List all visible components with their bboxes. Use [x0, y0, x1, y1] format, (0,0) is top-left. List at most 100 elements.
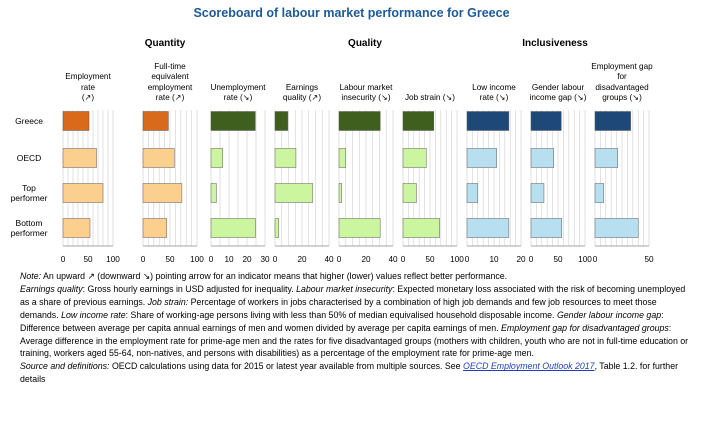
tick-label: 10 — [489, 255, 499, 264]
indicator-label-line: Employment — [65, 72, 111, 82]
bar-bottom-performer-panel-5 — [338, 218, 381, 238]
tick-label: 0 — [209, 255, 214, 264]
row-label-line: Bottom — [15, 218, 43, 228]
indicator-label-line: groups (↘) — [602, 93, 642, 103]
indicator-label-line: (↗) — [81, 93, 95, 103]
bar-top-performer-panel-2 — [142, 183, 183, 203]
indicator-label-line: rate (↗) — [155, 93, 185, 103]
tick-label: 100 — [106, 255, 120, 264]
indicator-label-line: rate (↘) — [479, 93, 509, 103]
indicator-label-1: Employment rate (↗) — [46, 72, 130, 104]
bar-greece-panel-6 — [402, 111, 435, 131]
bar-bottom-performer-panel-8 — [530, 218, 563, 238]
note-term: Source and definitions: — [20, 361, 110, 372]
row-label-line: performer — [10, 228, 48, 238]
group-label-inclusiveness: Inclusiveness — [522, 38, 588, 49]
note-text: Percentage of workers in jobs characteri… — [20, 296, 657, 320]
note-term: Labour market insecurity — [296, 283, 393, 294]
indicator-label-2: Full-time equivalent employment rate (↗) — [128, 62, 212, 104]
note-term: Employment gap for disadvantaged groups — [501, 322, 669, 333]
indicator-label-line: Job strain (↘) — [404, 93, 456, 103]
tick-label: 100 — [450, 255, 464, 264]
tick-label: 20 — [516, 255, 526, 264]
indicator-label-line: quality (↗) — [282, 93, 322, 103]
bar-oecd-panel-2 — [142, 148, 175, 168]
tick-label: 100 — [190, 255, 204, 264]
note-text: : Expected monetary loss associated with… — [20, 283, 686, 307]
note-text: : Average difference in the employment r… — [20, 322, 689, 359]
tick-label: 0 — [529, 255, 534, 264]
bar-bottom-performer-panel-7 — [466, 218, 510, 238]
tick-label: 0 — [465, 255, 470, 264]
bar-greece-panel-4 — [274, 111, 289, 131]
tick-label: 20 — [242, 255, 252, 264]
bar-greece-panel-9 — [594, 111, 631, 131]
note-term: Note: — [20, 271, 42, 281]
bar-bottom-performer-panel-2 — [142, 218, 168, 238]
bar-bottom-performer-panel-1 — [62, 218, 91, 238]
indicator-label-line: Full-time — [154, 61, 186, 71]
tick-label: 40 — [388, 255, 398, 264]
bar-oecd-panel-8 — [530, 148, 554, 168]
bar-top-performer-panel-1 — [62, 183, 104, 203]
note-text: , Table 1.2. for further details — [20, 361, 679, 385]
bar-oecd-panel-3 — [210, 148, 223, 168]
bar-top-performer-panel-7 — [466, 183, 479, 203]
note-term: Earnings quality — [20, 283, 83, 294]
tick-label: 0 — [401, 255, 406, 264]
note-term: Job strain: — [147, 296, 189, 307]
bar-bottom-performer-panel-4 — [274, 218, 280, 238]
row-label-bottom-performer: Bottom performer — [0, 218, 58, 238]
tick-label: 0 — [61, 255, 66, 264]
indicator-label-line: income gap (↘) — [529, 93, 587, 103]
note-text: : Gross hourly earnings in USD adjusted … — [82, 283, 297, 294]
tick-label: 40 — [324, 255, 334, 264]
chart-title: Scoreboard of labour market performance … — [193, 6, 510, 20]
tick-label: 30 — [260, 255, 270, 264]
note-text: An upward ↗ (downward ↘) pointing arrow … — [41, 271, 508, 281]
note-term: Low income rate — [61, 309, 126, 320]
bar-bottom-performer-panel-9 — [594, 218, 639, 238]
bar-top-performer-panel-6 — [402, 183, 417, 203]
indicator-label-line: disadvantaged — [595, 82, 649, 92]
bar-oecd-panel-5 — [338, 148, 346, 168]
bar-oecd-panel-9 — [594, 148, 618, 168]
indicator-label-4: Earnings quality (↗) — [260, 83, 344, 104]
row-label-line: OECD — [16, 153, 42, 163]
indicator-label-9: Employment gap for disadvantaged groups (↘) — [580, 62, 664, 104]
indicator-label-line: rate — [80, 82, 96, 92]
bar-oecd-panel-7 — [466, 148, 497, 168]
bar-oecd-panel-1 — [62, 148, 97, 168]
tick-label: 0 — [273, 255, 278, 264]
note-term: Gender labour income gap — [556, 309, 662, 320]
tick-label: 0 — [141, 255, 146, 264]
tick-label: 50 — [425, 255, 435, 264]
bar-greece-panel-7 — [466, 111, 510, 131]
indicator-label-line: rate (↘) — [223, 93, 253, 103]
indicator-label-8: Gender labour income gap (↘) — [516, 83, 600, 104]
row-label-line: Greece — [15, 116, 43, 126]
note-definitions: Earnings quality: Gross hourly earnings … — [20, 283, 696, 360]
note-source: Source and definitions: OECD calculation… — [20, 360, 696, 386]
tick-label: 50 — [553, 255, 563, 264]
bar-greece-panel-8 — [530, 111, 562, 131]
indicator-label-line: for — [617, 72, 627, 82]
tick-label: 100 — [578, 255, 592, 264]
tick-label: 50 — [83, 255, 93, 264]
note-arrow-explanation: Note: An upward ↗ (downward ↘) pointing … — [20, 270, 696, 283]
indicator-label-line: Low income — [472, 82, 516, 92]
tick-label: 0 — [337, 255, 342, 264]
source-link[interactable]: OECD Employment Outlook 2017 — [463, 361, 595, 372]
indicator-label-line: Labour market — [339, 82, 393, 92]
row-label-oecd: OECD — [0, 153, 58, 163]
bar-oecd-panel-4 — [274, 148, 297, 168]
indicator-label-6: Job strain (↘) — [388, 93, 472, 104]
row-label-top-performer: Top performer — [0, 183, 58, 203]
bar-top-performer-panel-8 — [530, 183, 545, 203]
bar-greece-panel-3 — [210, 111, 256, 131]
bar-greece-panel-2 — [142, 111, 169, 131]
bar-bottom-performer-panel-6 — [402, 218, 440, 238]
bar-top-performer-panel-3 — [210, 183, 217, 203]
bar-bottom-performer-panel-3 — [210, 218, 256, 238]
note-text: OECD calculations using data for 2015 or… — [109, 361, 464, 372]
